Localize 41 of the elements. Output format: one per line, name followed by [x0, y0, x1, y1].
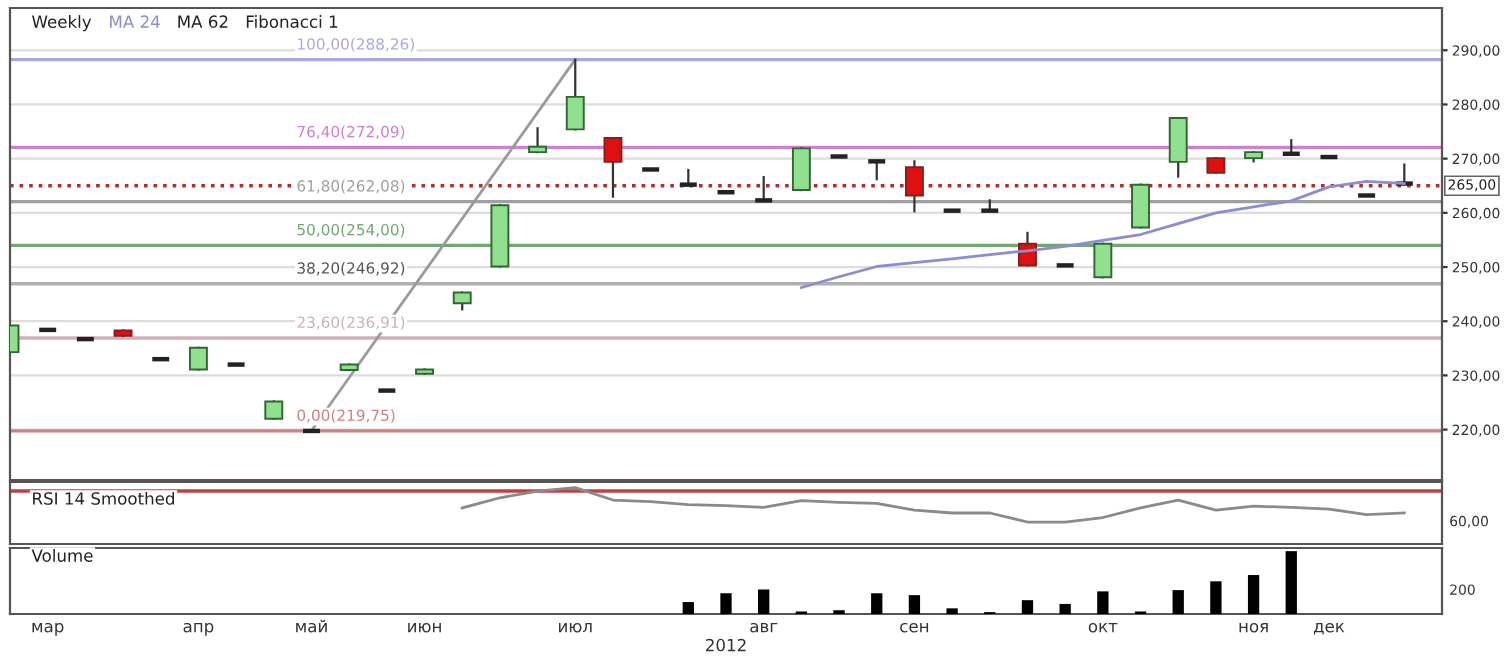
candlestick [188, 346, 208, 371]
candlestick [791, 147, 811, 192]
x-tick-label: апр [183, 622, 214, 636]
bar [758, 589, 770, 614]
x-tick-label: май [296, 619, 327, 633]
chart-title: RSI 14 Smoothed [33, 491, 174, 505]
candlestick [752, 175, 775, 203]
bar [1021, 600, 1034, 614]
x-tick-label: дек [1313, 622, 1345, 635]
x-axis-title: 2012 [706, 638, 746, 652]
bar [1097, 591, 1109, 614]
candlestick [1131, 183, 1150, 229]
candlestick [565, 58, 585, 131]
annotation: Fibonacci 1 [246, 15, 338, 28]
bar [1285, 551, 1297, 614]
bar [1059, 603, 1071, 614]
x-tick-label: июн [408, 622, 441, 633]
annotation: MA 62 [178, 15, 228, 28]
candlestick [528, 127, 548, 154]
candlestick [603, 136, 623, 198]
x-tick-label: авг [750, 622, 778, 633]
bar [1172, 590, 1184, 614]
x-tick-label: окт [1088, 622, 1118, 633]
x-tick-label: июл [559, 622, 592, 633]
bar [720, 593, 732, 614]
candlestick [1168, 116, 1188, 178]
x-tick-label: сен [900, 622, 929, 633]
bar [871, 593, 883, 614]
line-series [799, 180, 1406, 290]
candlestick [1093, 242, 1113, 279]
text: MA 24 [110, 15, 160, 28]
bar [682, 602, 694, 614]
bar [1247, 575, 1260, 614]
chart-title: Weekly [32, 15, 92, 32]
bar [908, 595, 921, 614]
chart-title: Volume [31, 548, 93, 562]
bar [1210, 581, 1222, 614]
bar [946, 608, 958, 614]
x-tick-label: ноя [1239, 622, 1268, 633]
candlestick [904, 160, 924, 213]
x-tick-label: мар [32, 622, 64, 636]
